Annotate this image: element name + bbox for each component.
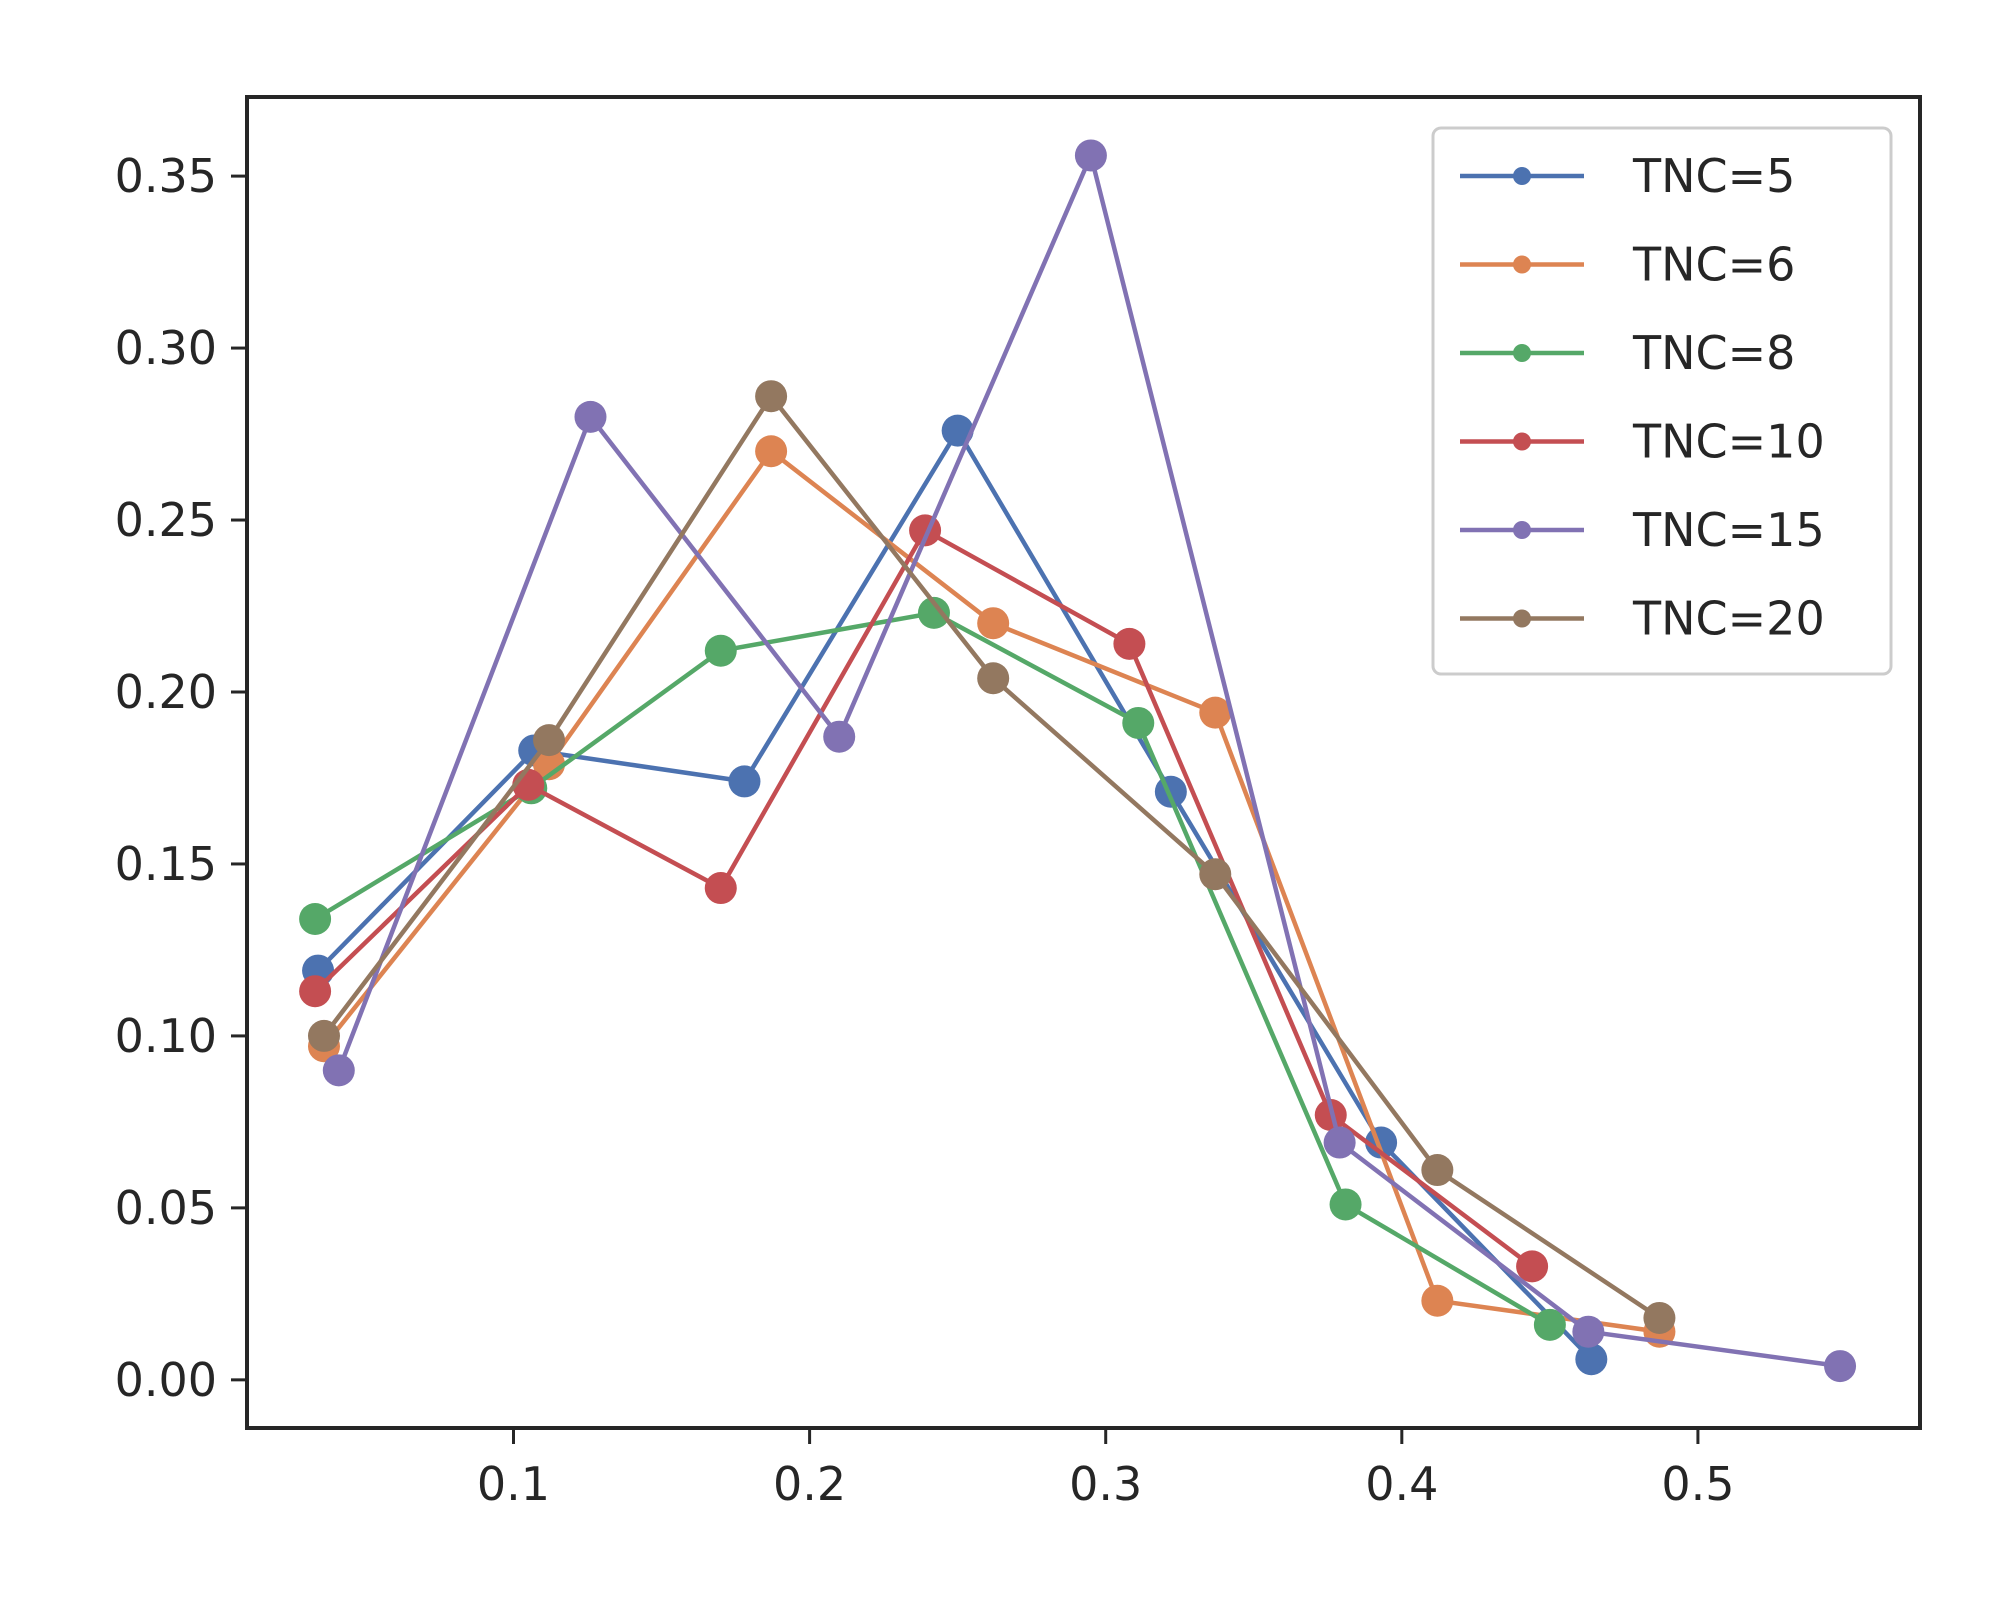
y-axis: 0.00 0.05 0.10 0.15 0.20 0.25 0.30 0.35 xyxy=(115,149,247,1407)
y-tick-label: 0.30 xyxy=(115,321,217,375)
data-point xyxy=(1122,706,1155,739)
data-point xyxy=(1824,1350,1857,1383)
axes-frame xyxy=(245,95,1922,1430)
data-point xyxy=(1199,858,1232,891)
y-tick-label: 0.25 xyxy=(115,493,217,547)
data-point xyxy=(1421,1284,1454,1317)
legend-marker xyxy=(1513,344,1531,362)
data-point xyxy=(704,872,737,905)
data-point xyxy=(1113,627,1146,660)
data-point xyxy=(299,902,332,935)
plot-area xyxy=(299,139,1857,1383)
legend-item: TNC=10 xyxy=(1460,415,1825,469)
legend-marker xyxy=(1513,255,1531,274)
legend-label: TNC=15 xyxy=(1632,503,1825,557)
data-point xyxy=(755,380,788,413)
x-tick-label: 0.3 xyxy=(1069,1457,1142,1511)
data-point xyxy=(823,720,856,753)
legend-label: TNC=20 xyxy=(1632,592,1825,646)
data-point xyxy=(1329,1188,1362,1221)
legend-label: TNC=6 xyxy=(1632,238,1795,292)
legend-marker xyxy=(1513,167,1531,185)
x-tick-label: 0.2 xyxy=(773,1457,846,1511)
y-tick-label: 0.05 xyxy=(115,1181,217,1235)
legend-item: TNC=20 xyxy=(1460,592,1825,646)
data-point xyxy=(1572,1315,1605,1348)
legend-marker xyxy=(1513,609,1531,628)
x-tick-label: 0.5 xyxy=(1661,1457,1734,1511)
y-tick-label: 0.20 xyxy=(115,665,217,719)
legend-item: TNC=15 xyxy=(1460,503,1825,557)
data-point xyxy=(977,607,1010,640)
data-point xyxy=(1575,1343,1608,1376)
data-point xyxy=(977,662,1010,695)
data-point xyxy=(1643,1301,1676,1334)
data-point xyxy=(941,414,974,447)
data-point xyxy=(728,765,761,798)
data-point xyxy=(917,596,950,629)
x-tick-label: 0.4 xyxy=(1365,1457,1438,1511)
data-point xyxy=(1533,1308,1566,1341)
legend-item: TNC=8 xyxy=(1460,326,1795,380)
data-point xyxy=(1421,1154,1454,1187)
data-point xyxy=(704,634,737,667)
legend-label: TNC=5 xyxy=(1632,149,1795,203)
legend-marker xyxy=(1513,432,1531,451)
x-tick-label: 0.1 xyxy=(477,1457,550,1511)
data-point xyxy=(533,724,566,757)
data-point xyxy=(1199,696,1232,729)
data-point xyxy=(1516,1250,1549,1283)
series-tnc-20 xyxy=(307,380,1676,1334)
legend-marker xyxy=(1513,521,1531,539)
data-point xyxy=(574,400,607,433)
data-point xyxy=(755,435,788,468)
data-point xyxy=(299,975,332,1008)
y-tick-label: 0.15 xyxy=(115,837,217,891)
legend-label: TNC=10 xyxy=(1632,415,1825,469)
data-point xyxy=(307,1019,340,1052)
legend-item: TNC=6 xyxy=(1460,238,1795,292)
y-tick-label: 0.35 xyxy=(115,149,217,203)
y-tick-label: 0.00 xyxy=(115,1353,217,1407)
legend: TNC=5 TNC=6 TNC=8 TNC=10 TNC=15 TNC=20 xyxy=(1431,126,1893,676)
legend-item: TNC=5 xyxy=(1460,149,1795,203)
data-point xyxy=(1323,1126,1356,1159)
y-tick-label: 0.10 xyxy=(115,1009,217,1063)
series-tnc-15 xyxy=(322,139,1857,1383)
data-point xyxy=(322,1054,355,1087)
data-point xyxy=(1074,139,1107,172)
legend-label: TNC=8 xyxy=(1632,326,1795,380)
x-axis: 0.1 0.2 0.3 0.4 0.5 xyxy=(477,1428,1734,1511)
